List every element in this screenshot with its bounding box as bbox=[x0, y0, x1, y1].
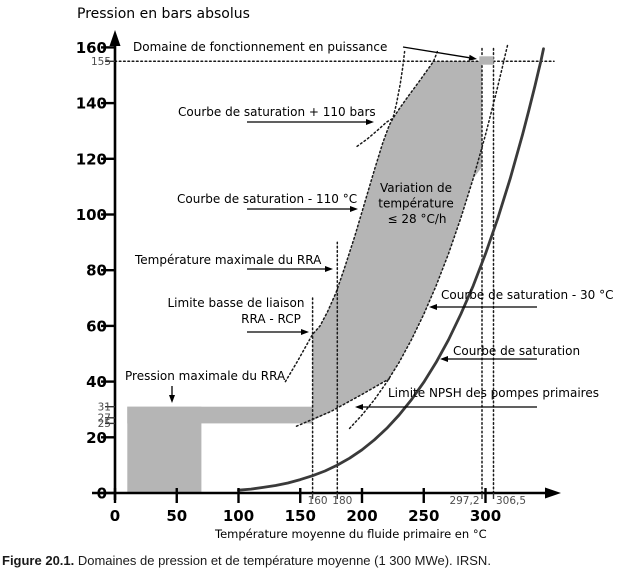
limite-npsh-pompes-primaires bbox=[295, 378, 390, 427]
x-axis-arrow bbox=[545, 487, 561, 499]
x-tick-label-50: 50 bbox=[166, 507, 187, 525]
y-tick-label-100: 100 bbox=[76, 206, 107, 224]
y-tick-label-60: 60 bbox=[86, 317, 107, 335]
x-tick-label-250: 250 bbox=[408, 507, 439, 525]
y-tick-label-120: 120 bbox=[76, 150, 107, 168]
courbe-de-saturation bbox=[237, 47, 545, 492]
arrowhead-liaison bbox=[301, 329, 309, 335]
y-tick-label-160: 160 bbox=[76, 39, 107, 57]
annotation-plus110: Courbe de saturation + 110 bars bbox=[178, 105, 376, 119]
tick-labels: 0 50 100 150 200 250 3000204060801001201401601… bbox=[76, 39, 526, 525]
annotation-liaison: RRA - RCP bbox=[241, 312, 301, 326]
x-minor-label-160: 160 bbox=[308, 495, 328, 507]
annotation-variation: ≤ 28 °C/h bbox=[388, 212, 447, 226]
power-operation-marker-layer bbox=[479, 56, 494, 65]
y-tick-label-80: 80 bbox=[86, 262, 107, 280]
annotation-moins110: Courbe de saturation - 110 °C bbox=[177, 192, 357, 206]
caption-number: Figure 20.1. bbox=[2, 553, 75, 568]
y-tick-label-140: 140 bbox=[76, 95, 107, 113]
arrowhead-moins110 bbox=[350, 206, 358, 212]
chart-title: Pression en bars absolus bbox=[77, 6, 250, 22]
domaine-fonctionnement-puissance bbox=[479, 56, 494, 65]
x-tick-label-300: 300 bbox=[470, 507, 501, 525]
figure-caption: Figure 20.1. Domaines de pression et de … bbox=[2, 553, 491, 568]
courbe-de-saturation-moins-30-degC bbox=[348, 43, 509, 430]
axes bbox=[92, 30, 561, 503]
annotation-sat: Courbe de saturation bbox=[453, 344, 580, 358]
annotation-domaine: Domaine de fonctionnement en puissance bbox=[133, 40, 387, 54]
arrowhead-sat bbox=[440, 356, 448, 362]
arrowhead-tmax bbox=[325, 266, 333, 272]
courbe-de-saturation-moins-110-degC bbox=[284, 50, 406, 383]
y-minor-label-25: 25 bbox=[98, 418, 111, 430]
annotation-variation: Variation de bbox=[380, 181, 452, 195]
arrow-domaine bbox=[402, 46, 470, 59]
annotation-variation: température bbox=[378, 197, 453, 211]
curves bbox=[237, 43, 545, 492]
x-minor-label-306,5: 306,5 bbox=[496, 495, 526, 507]
x-tick-label-0: 0 bbox=[110, 507, 120, 525]
bande-pression-maximale-rra bbox=[127, 406, 313, 424]
x-tick-label-200: 200 bbox=[346, 507, 377, 525]
x-minor-label-180: 180 bbox=[332, 495, 352, 507]
annotation-tmax: Température maximale du RRA bbox=[134, 253, 322, 267]
courbe-de-saturation-plus-110-bars bbox=[356, 50, 439, 148]
y-tick-label-0: 0 bbox=[97, 485, 107, 503]
annotation-npsh: Limite NPSH des pompes primaires bbox=[388, 386, 599, 400]
arrowhead-sat30 bbox=[429, 304, 437, 310]
annotation-liaison: Limite basse de liaison bbox=[168, 296, 305, 310]
annotation-pmax: Pression maximale du RRA bbox=[125, 369, 286, 383]
x-axis-label: Température moyenne du fluide primaire e… bbox=[215, 527, 487, 541]
arrowhead-pmax bbox=[169, 395, 175, 403]
y-minor-label-27: 27 bbox=[98, 413, 111, 425]
annotations: Domaine de fonctionnement en puissance Co… bbox=[125, 40, 614, 410]
annotation-sat30: Courbe de saturation - 30 °C bbox=[441, 288, 614, 302]
caption-text: Domaines de pression et de température m… bbox=[74, 553, 491, 568]
shaded-regions bbox=[127, 61, 482, 493]
y-tick-label-40: 40 bbox=[86, 373, 107, 391]
y-minor-label-31: 31 bbox=[98, 402, 111, 414]
y-axis-arrow bbox=[109, 30, 121, 46]
domaine-exploitation-variation-temperature bbox=[312, 61, 482, 421]
y-minor-label-155: 155 bbox=[91, 56, 111, 68]
y-tick-label-20: 20 bbox=[86, 429, 107, 447]
x-minor-label-297,2: 297,2 bbox=[449, 495, 479, 507]
x-tick-label-150: 150 bbox=[285, 507, 316, 525]
arrowhead-npsh bbox=[355, 404, 363, 410]
arrowhead-plus110 bbox=[366, 119, 374, 125]
x-tick-label-100: 100 bbox=[223, 507, 254, 525]
arrowhead-domaine bbox=[468, 54, 477, 61]
